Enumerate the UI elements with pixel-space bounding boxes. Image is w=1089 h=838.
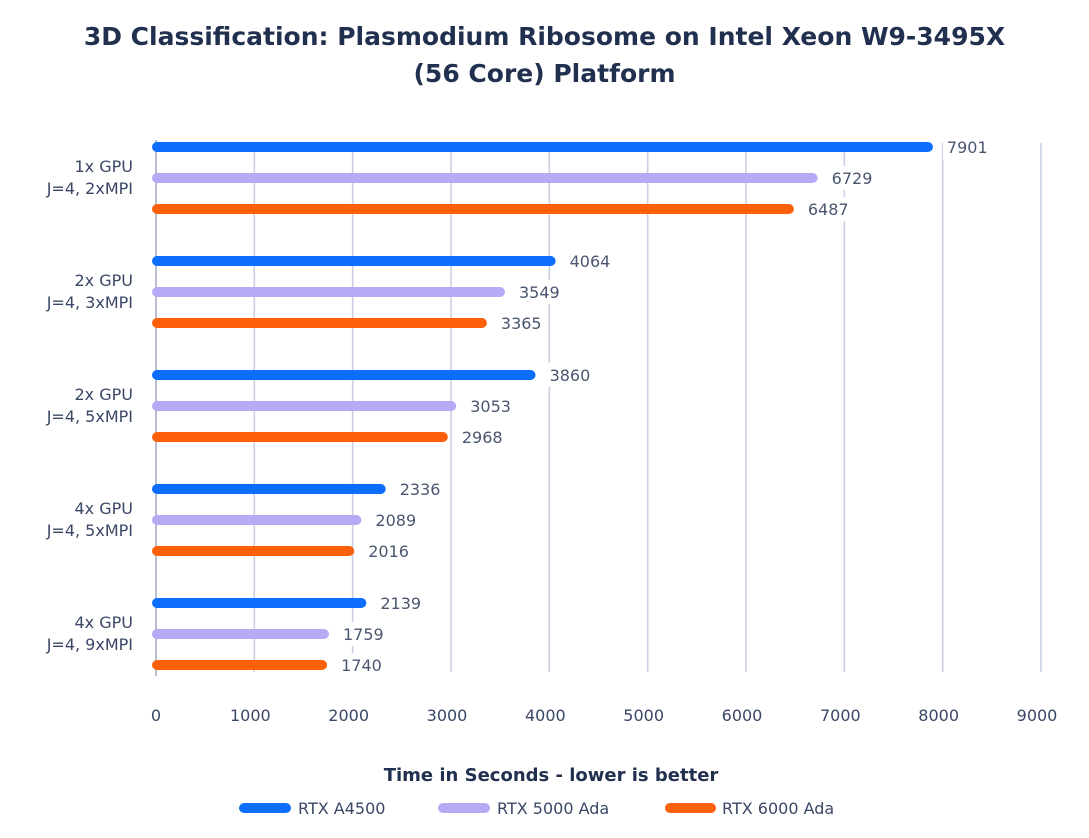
value-label-background — [371, 508, 421, 532]
value-label-background — [827, 166, 877, 190]
value-label: 2016 — [368, 542, 409, 561]
value-label-background — [803, 197, 853, 221]
category-label: J=4, 5xMPI — [46, 407, 133, 426]
category-label: J=4, 3xMPI — [46, 293, 133, 312]
x-tick-label: 5000 — [623, 706, 664, 725]
x-tick-label: 2000 — [328, 706, 369, 725]
chart-title-line-1: 3D Classification: Plasmodium Ribosome o… — [83, 22, 1006, 51]
category-label: J=4, 9xMPI — [46, 635, 133, 654]
x-tick-label: 4000 — [525, 706, 566, 725]
value-label: 6487 — [808, 200, 849, 219]
value-label: 2139 — [380, 594, 421, 613]
value-label: 3549 — [519, 283, 560, 302]
value-label: 6729 — [832, 169, 873, 188]
x-tick-label: 9000 — [1017, 706, 1058, 725]
value-label-background — [395, 477, 445, 501]
value-label-background — [565, 249, 615, 273]
value-label: 2968 — [462, 428, 503, 447]
value-label-background — [466, 394, 516, 418]
value-label-background — [338, 622, 388, 646]
value-label: 1740 — [341, 656, 382, 675]
legend-label: RTX 5000 Ada — [497, 799, 609, 818]
x-tick-label: 6000 — [722, 706, 763, 725]
x-tick-label: 1000 — [230, 706, 271, 725]
value-label: 2089 — [375, 511, 416, 530]
category-label: 2x GPU — [75, 385, 134, 404]
x-tick-label: 0 — [151, 706, 161, 725]
legend-label: RTX A4500 — [298, 799, 385, 818]
category-label: 4x GPU — [75, 613, 134, 632]
category-label: 2x GPU — [75, 271, 134, 290]
value-label-background — [364, 539, 414, 563]
value-label-background — [496, 311, 546, 335]
value-label-background — [337, 653, 386, 677]
value-label-background — [545, 363, 595, 387]
value-label-background — [942, 135, 992, 159]
category-label: 1x GPU — [75, 157, 134, 176]
value-label: 4064 — [570, 252, 611, 271]
chart-title-line-2: (56 Core) Platform — [413, 59, 676, 88]
x-tick-label: 8000 — [918, 706, 959, 725]
x-axis-label: Time in Seconds - lower is better — [384, 765, 719, 786]
value-label-background — [376, 591, 426, 615]
value-label: 1759 — [343, 625, 384, 644]
legend-label: RTX 6000 Ada — [722, 799, 834, 818]
value-label: 3365 — [501, 314, 542, 333]
x-tick-label: 3000 — [427, 706, 468, 725]
category-label: 4x GPU — [75, 499, 134, 518]
value-label-background — [514, 280, 564, 304]
x-tick-label: 7000 — [820, 706, 861, 725]
value-label: 3053 — [470, 397, 511, 416]
category-label: J=4, 5xMPI — [46, 521, 133, 540]
chart-title: 3D Classification: Plasmodium Ribosome o… — [0, 18, 1089, 92]
value-label: 3860 — [550, 366, 591, 385]
category-label: J=4, 2xMPI — [46, 179, 133, 198]
value-label: 2336 — [400, 480, 441, 499]
value-label-background — [457, 425, 507, 449]
value-label: 7901 — [947, 138, 988, 157]
